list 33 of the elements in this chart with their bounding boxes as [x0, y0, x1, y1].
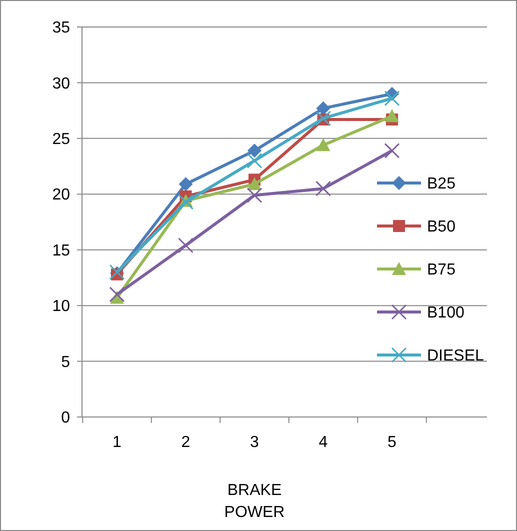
- point: [178, 194, 194, 210]
- point: [246, 152, 262, 168]
- legend-label: B25: [427, 176, 456, 193]
- legend-label: B75: [427, 262, 456, 279]
- legend-label: B50: [427, 218, 456, 236]
- x-axis-title: BRAKE POWER: [224, 482, 285, 521]
- point: [384, 142, 400, 158]
- x-tick-label: 1: [112, 434, 122, 451]
- point: [316, 180, 331, 196]
- legend-label: DIESEL: [427, 348, 484, 365]
- y-tick-label: 25: [52, 131, 70, 148]
- x-tick-label: 3: [250, 434, 260, 451]
- point: [316, 101, 330, 116]
- x-tick-label: 2: [181, 434, 190, 451]
- point: [384, 90, 400, 106]
- point: [248, 144, 262, 158]
- point: [178, 177, 193, 192]
- point: [109, 286, 125, 302]
- x-tick-label: 4: [318, 434, 328, 451]
- point: [246, 188, 262, 204]
- point: [178, 238, 194, 254]
- y-tick-label: 30: [52, 75, 70, 92]
- y-tick-label: 20: [52, 186, 70, 204]
- y-tick-label: 15: [52, 242, 70, 260]
- y-tick-label: 5: [61, 354, 70, 371]
- legend-label: B100: [427, 304, 464, 322]
- point: [248, 177, 262, 190]
- point: [316, 138, 330, 152]
- y-tick-label: 0: [61, 410, 70, 427]
- x-tick-label: 5: [388, 434, 397, 451]
- y-tick-label: 35: [52, 20, 70, 37]
- y-tick-label: 10: [52, 298, 70, 316]
- point: [385, 109, 399, 122]
